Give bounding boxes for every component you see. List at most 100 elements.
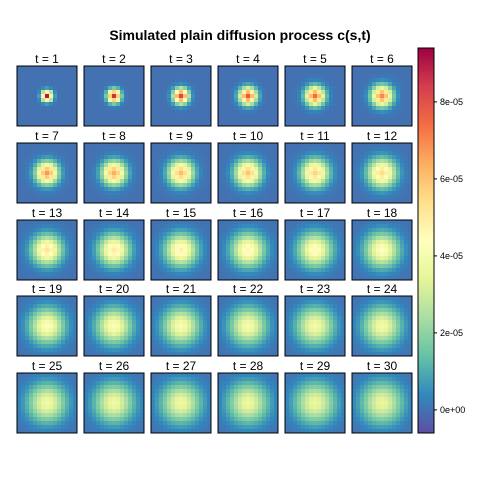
heatmap-cell xyxy=(21,110,26,115)
heatmap-cell xyxy=(120,114,125,119)
heatmap-cell xyxy=(289,106,294,111)
heatmap-cell xyxy=(124,232,129,237)
heatmap-cell xyxy=(238,316,243,321)
heatmap-cell xyxy=(313,155,318,160)
heatmap-cell xyxy=(222,147,227,152)
heatmap-cell xyxy=(120,143,125,148)
heatmap-cell xyxy=(112,336,117,341)
heatmap-cell xyxy=(45,98,50,103)
heatmap-cell xyxy=(167,252,172,257)
heatmap-cell xyxy=(53,336,58,341)
heatmap-cell xyxy=(88,90,93,95)
heatmap-cell xyxy=(396,78,401,83)
heatmap-cell xyxy=(218,147,223,152)
heatmap-cell xyxy=(163,272,168,277)
heatmap-cell xyxy=(404,143,409,148)
heatmap-cell xyxy=(258,106,263,111)
heatmap-cell xyxy=(159,187,164,192)
heatmap-cell xyxy=(254,300,259,305)
heatmap-cell xyxy=(171,264,176,269)
heatmap-cell xyxy=(408,220,413,225)
heatmap-cell xyxy=(218,151,223,156)
heatmap-cell xyxy=(218,86,223,91)
heatmap-cell xyxy=(317,179,322,184)
heatmap-cell xyxy=(305,155,310,160)
heatmap-cell xyxy=(124,248,129,253)
heatmap-cell xyxy=(25,151,30,156)
heatmap-cell xyxy=(187,90,192,95)
heatmap-cell xyxy=(274,324,279,329)
heatmap-cell xyxy=(297,98,302,103)
heatmap-cell xyxy=(132,106,137,111)
heatmap-cell xyxy=(333,147,338,152)
heatmap-cell xyxy=(266,199,271,204)
heatmap-cell xyxy=(262,90,267,95)
heatmap-cell xyxy=(238,224,243,229)
heatmap-cell xyxy=(309,183,314,188)
heatmap-cell xyxy=(37,66,42,71)
heatmap-cell xyxy=(321,256,326,261)
heatmap-cell xyxy=(112,114,117,119)
heatmap-cell xyxy=(92,348,97,353)
heatmap-cell xyxy=(289,264,294,269)
heatmap-cell xyxy=(262,300,267,305)
heatmap-cell xyxy=(274,264,279,269)
heatmap-cell xyxy=(132,110,137,115)
heatmap-cell xyxy=(57,276,62,281)
heatmap-cell xyxy=(167,316,172,321)
heatmap-cell xyxy=(120,175,125,180)
heatmap-cell xyxy=(163,312,168,317)
heatmap-cell xyxy=(175,256,180,261)
heatmap-cell xyxy=(408,74,413,79)
heatmap-cell xyxy=(352,175,357,180)
heatmap-cell xyxy=(341,118,346,123)
heatmap-cell xyxy=(120,78,125,83)
heatmap-cell xyxy=(73,195,78,200)
heatmap-cell xyxy=(69,252,74,257)
heatmap-cell xyxy=(191,98,196,103)
heatmap-cell xyxy=(226,147,231,152)
heatmap-cell xyxy=(293,236,298,241)
heatmap-cell xyxy=(380,248,385,253)
heatmap-cell xyxy=(305,163,310,168)
heatmap-cell xyxy=(41,163,46,168)
heatmap-cell xyxy=(124,159,129,164)
heatmap-cell xyxy=(230,332,235,337)
heatmap-cell xyxy=(65,70,70,75)
heatmap-cell xyxy=(136,199,141,204)
heatmap-cell xyxy=(313,106,318,111)
heatmap-cell xyxy=(175,340,180,345)
heatmap-cell xyxy=(132,224,137,229)
heatmap-cell xyxy=(41,336,46,341)
heatmap-cell xyxy=(96,94,101,99)
heatmap-cell xyxy=(53,147,58,152)
heatmap-cell xyxy=(270,70,275,75)
heatmap-cell xyxy=(305,167,310,172)
heatmap-cell xyxy=(187,300,192,305)
heatmap-cell xyxy=(254,232,259,237)
heatmap-cell xyxy=(37,344,42,349)
heatmap-cell xyxy=(171,82,176,87)
heatmap-cell xyxy=(151,268,156,273)
heatmap-cell xyxy=(159,199,164,204)
heatmap-cell xyxy=(199,175,204,180)
heatmap-cell xyxy=(69,240,74,245)
heatmap-cell xyxy=(360,167,365,172)
heatmap-cell xyxy=(37,220,42,225)
heatmap-cell xyxy=(45,159,50,164)
heatmap-cell xyxy=(29,143,34,148)
heatmap-cell xyxy=(69,296,74,301)
heatmap-cell xyxy=(325,244,330,249)
heatmap-cell xyxy=(45,260,50,265)
heatmap-cell xyxy=(57,151,62,156)
heatmap-cell xyxy=(270,163,275,168)
heatmap-cell xyxy=(191,344,196,349)
heatmap-cell xyxy=(73,220,78,225)
heatmap-cell xyxy=(29,199,34,204)
heatmap-cell xyxy=(73,78,78,83)
heatmap-cell xyxy=(33,308,38,313)
heatmap-cell xyxy=(108,256,113,261)
heatmap-cell xyxy=(262,187,267,192)
heatmap-cell xyxy=(57,328,62,333)
heatmap-cell xyxy=(108,244,113,249)
